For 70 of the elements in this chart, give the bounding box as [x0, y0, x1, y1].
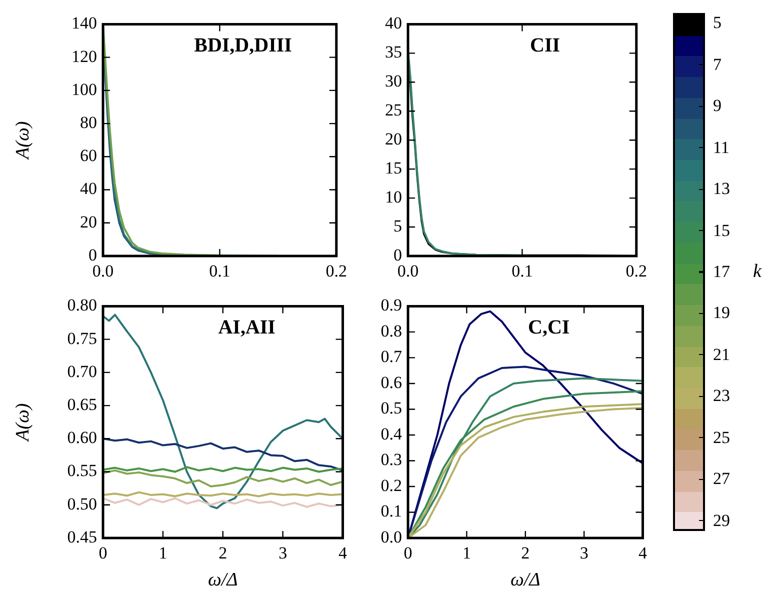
x-tick-label: 3 — [580, 544, 588, 563]
y-tick-label: 40 — [385, 14, 402, 33]
x-tick-label: 4 — [338, 544, 348, 563]
color-bar-label: 27 — [713, 468, 730, 490]
color-bar-label: 21 — [713, 344, 730, 366]
color-bar-label: 11 — [713, 136, 730, 159]
y-tick-label: 140 — [72, 14, 97, 33]
y-tick-label: 25 — [385, 100, 402, 120]
color-bar-label: 29 — [713, 510, 730, 532]
x-axis-title: ω/Δ — [208, 570, 238, 591]
y-tick-label: 0.0 — [380, 527, 402, 546]
y-tick-label: 0.2 — [380, 476, 402, 495]
y-tick-label: 0.80 — [67, 296, 97, 315]
color-bar-label: 17 — [713, 261, 730, 283]
color-bar-label: 19 — [713, 302, 730, 324]
y-tick-label: 0.8 — [380, 321, 402, 340]
y-tick-label: 10 — [385, 188, 402, 207]
color-bar-label: 23 — [713, 385, 730, 408]
text: BDI,D,DIII — [194, 34, 292, 56]
color-bar-label: 9 — [713, 95, 722, 118]
x-tick-label: 1 — [158, 544, 168, 563]
y-tick-label: 0.3 — [380, 450, 402, 470]
text: AI,AII — [218, 316, 276, 338]
y-tick-label: 0.7 — [380, 347, 402, 366]
text: C,CI — [528, 316, 570, 338]
y-tick-label: 0 — [394, 245, 402, 264]
x-tick-label: 2 — [521, 544, 530, 563]
y-axis-title: A(ω) — [12, 403, 34, 443]
color-bar-label: 5 — [713, 12, 722, 34]
y-tick-label: 0.65 — [67, 395, 97, 414]
y-tick-label: 40 — [80, 179, 97, 198]
y-tick-label: 0.9 — [380, 296, 402, 315]
x-tick-label: 0.1 — [512, 262, 533, 281]
y-tick-label: 60 — [80, 146, 97, 166]
y-tick-label: 5 — [394, 216, 402, 236]
y-tick-label: 0.4 — [380, 424, 402, 444]
y-tick-label: 30 — [385, 72, 402, 91]
y-tick-label: 0.5 — [380, 398, 402, 418]
color-bar-label: 13 — [713, 178, 730, 200]
text: CII — [530, 34, 560, 56]
color-bar-label: 25 — [713, 426, 730, 449]
y-tick-label: 120 — [72, 46, 97, 66]
x-tick-label: 1 — [462, 544, 471, 563]
y-tick-label: 0.45 — [67, 527, 97, 546]
x-tick-label: 2 — [218, 544, 228, 563]
color-bar-label: 15 — [713, 220, 730, 242]
color-bar-title: k — [753, 261, 762, 283]
y-tick-label: 35 — [385, 42, 402, 62]
y-tick-label: 0.6 — [380, 372, 402, 392]
y-tick-label: 100 — [72, 80, 97, 99]
y-tick-label: 20 — [385, 130, 402, 149]
x-tick-label: 0.1 — [209, 262, 230, 281]
y-axis-title: A(ω) — [12, 121, 34, 161]
y-tick-label: 0.50 — [67, 494, 97, 514]
y-tick-label: 0.75 — [67, 328, 97, 348]
y-tick-label: 0.1 — [380, 502, 402, 521]
x-tick-label: 3 — [278, 544, 288, 563]
y-tick-label: 20 — [80, 212, 97, 232]
x-axis-title: ω/Δ — [510, 570, 540, 591]
y-tick-label: 0.60 — [67, 428, 97, 448]
y-tick-label: 0.55 — [67, 461, 97, 480]
x-tick-label: 0.0 — [92, 262, 114, 281]
x-tick-label: 4 — [638, 544, 648, 563]
y-tick-label: 80 — [80, 113, 97, 132]
y-tick-label: 15 — [385, 158, 402, 178]
y-tick-label: 0.70 — [67, 362, 97, 381]
x-tick-label: 0.2 — [626, 262, 647, 281]
x-tick-label: 0.2 — [326, 262, 347, 281]
y-tick-label: 0 — [88, 245, 97, 264]
color-bar-label: 7 — [713, 54, 722, 76]
